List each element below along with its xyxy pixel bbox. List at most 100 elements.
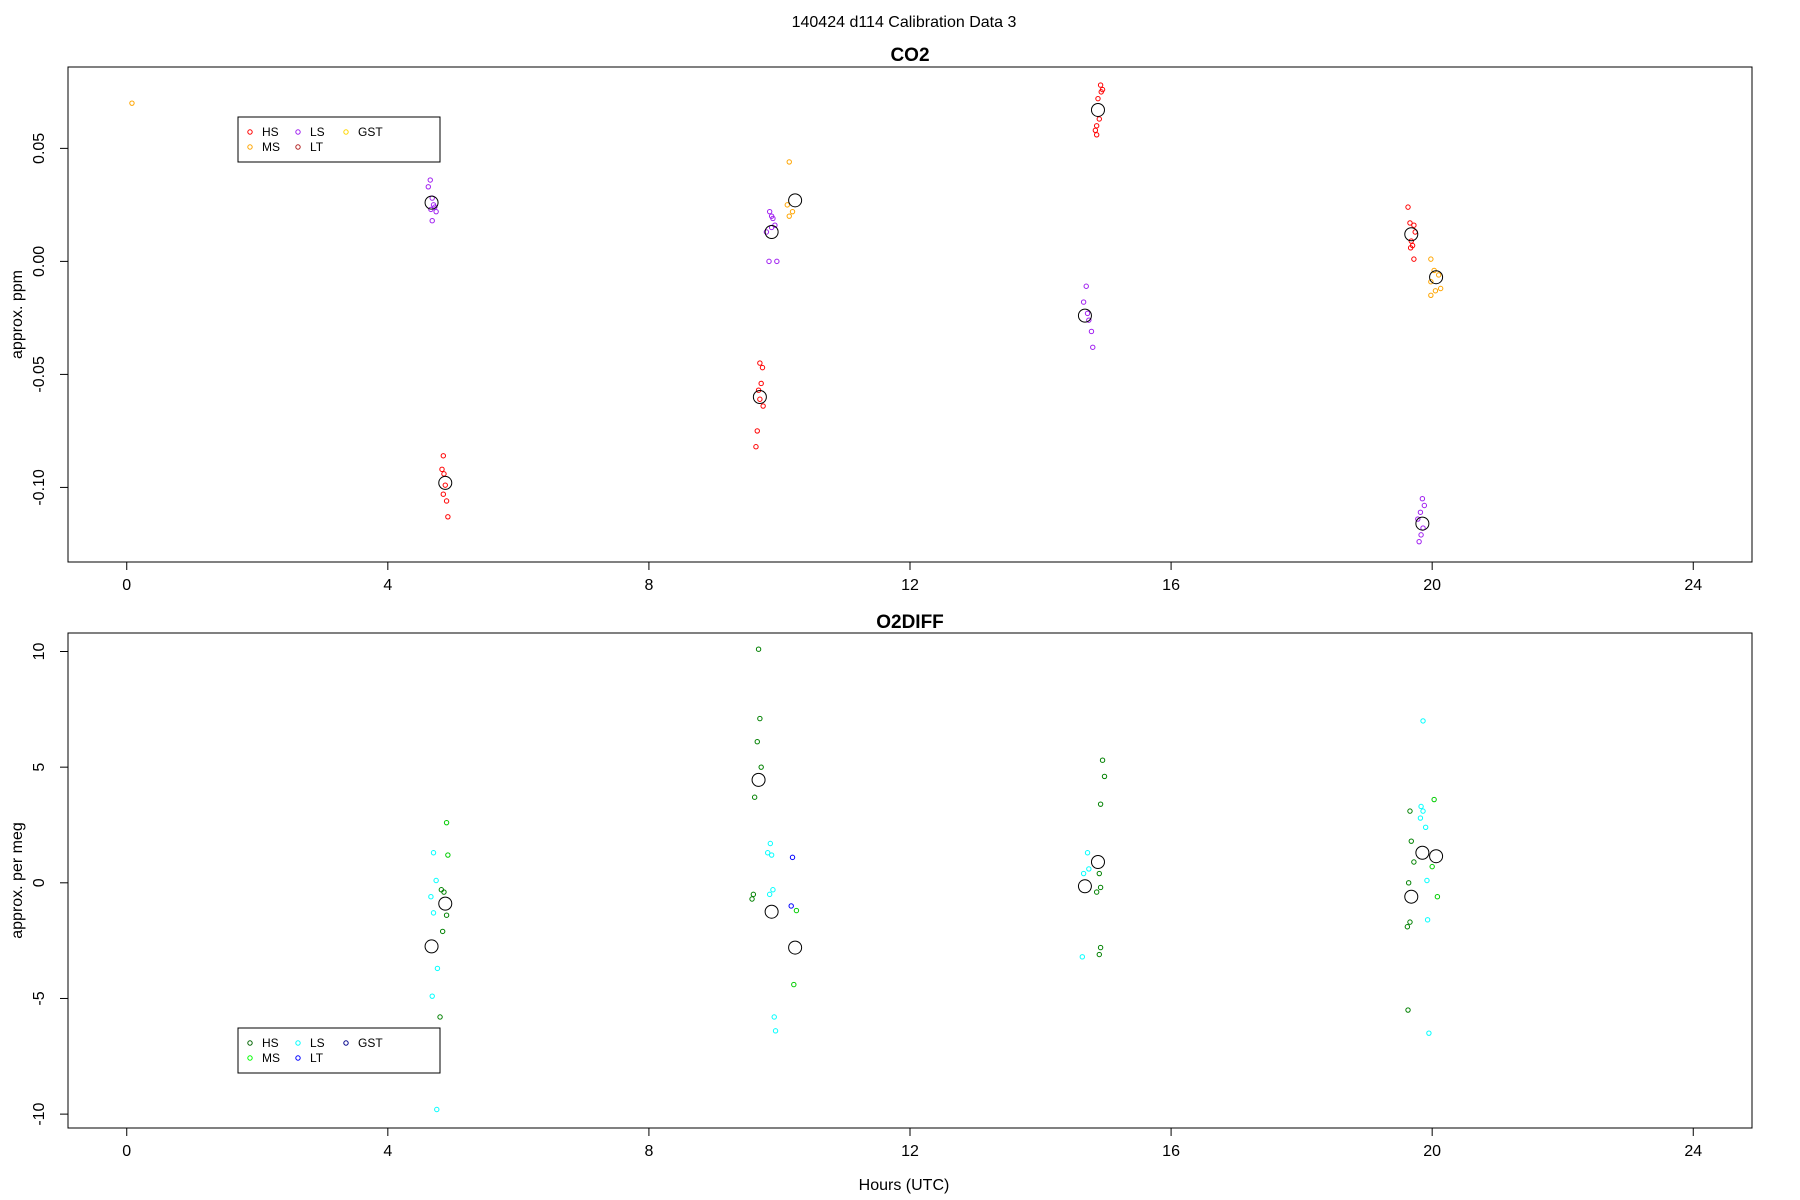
co2-point-hs: [1093, 123, 1100, 129]
o2diff-x-tick-label: 16: [1162, 1143, 1180, 1160]
o2diff-point-hs: [437, 1014, 443, 1020]
o2diff-mean-marker: [1090, 854, 1105, 869]
o2diff-legend-swatch-hs: [247, 1040, 253, 1046]
co2-point-ls: [1090, 344, 1096, 350]
o2diff-point-ls: [434, 965, 441, 972]
co2-legend-label-lt: LT: [310, 140, 324, 154]
o2diff-point-ls: [772, 1028, 779, 1034]
o2diff-legend-swatch-lt: [295, 1055, 301, 1061]
co2-point-hs: [1092, 127, 1099, 133]
o2diff-mean-marker: [788, 940, 803, 955]
o2diff-point-hs: [1099, 757, 1106, 763]
co2-point-ls: [1416, 538, 1422, 545]
o2diff-legend-label-lt: LT: [310, 1051, 324, 1065]
o2diff-point-lt: [788, 903, 794, 909]
co2-point-ms: [789, 208, 796, 215]
o2diff-mean-marker: [1415, 845, 1430, 860]
co2-point-hs: [445, 514, 451, 520]
co2-point-ls: [1418, 532, 1424, 538]
o2diff-point-ls: [767, 840, 774, 847]
o2diff-point-hs: [1404, 924, 1411, 930]
co2-point-ls: [427, 177, 433, 183]
o2diff-point-ls: [1084, 850, 1091, 856]
co2-point-ls: [766, 258, 772, 265]
o2diff-point-hs: [441, 889, 447, 895]
o2diff-point-ls: [1424, 877, 1430, 884]
co2-point-hs: [1095, 95, 1101, 102]
co2-legend-label-hs: HS: [262, 125, 279, 139]
co2-point-hs: [440, 453, 447, 459]
o2diff-point-ls: [1424, 917, 1431, 923]
o2diff-y-axis-label: approx. per meg: [9, 822, 26, 939]
o2diff-point-hs: [443, 912, 450, 918]
co2-legend-label-ls: LS: [310, 125, 325, 139]
co2-point-ms: [1432, 288, 1439, 294]
o2diff-x-tick-label: 20: [1423, 1143, 1441, 1160]
co2-point-ls: [770, 215, 776, 222]
o2diff-point-hs: [1096, 951, 1102, 958]
co2-mean-marker: [1404, 227, 1419, 242]
co2-point-ms: [1428, 279, 1434, 285]
co2-x-tick-label: 4: [383, 577, 392, 594]
o2diff-point-ls: [428, 893, 434, 900]
o2diff-point-ls: [1080, 870, 1087, 877]
o2diff-legend: [237, 1027, 441, 1074]
o2diff-point-hs: [1097, 884, 1104, 891]
o2diff-point-ls: [434, 1106, 440, 1113]
co2-x-tick-label: 24: [1684, 577, 1702, 594]
co2-mean-marker: [438, 475, 453, 490]
co2-point-hs: [1411, 222, 1417, 228]
co2-mean-marker: [752, 390, 767, 404]
co2-point-hs: [1098, 89, 1104, 95]
o2diff-point-ms: [791, 981, 797, 988]
figure-title: 140424 d114 Calibration Data 3: [792, 14, 1017, 31]
co2-mean-marker: [764, 225, 779, 239]
o2diff-point-hs: [439, 928, 446, 935]
o2diff-legend-label-gst: GST: [358, 1036, 383, 1050]
o2diff-point-hs: [1097, 944, 1104, 951]
o2diff-point-ls: [1422, 824, 1429, 830]
o2diff-mean-marker: [424, 939, 439, 954]
co2-point-ms: [1435, 272, 1442, 278]
co2-point-ls: [1086, 317, 1092, 323]
o2diff-point-ls: [429, 993, 435, 999]
o2diff-point-hs: [755, 646, 762, 652]
co2-point-ms: [786, 213, 792, 219]
o2diff-point-hs: [758, 764, 764, 770]
o2diff-legend-label-ls: LS: [310, 1036, 325, 1050]
co2-mean-marker: [1077, 308, 1092, 323]
co2-point-hs: [442, 482, 448, 488]
o2diff-point-ms: [443, 819, 450, 826]
o2diff-y-tick-label: -10: [31, 1102, 48, 1125]
x-axis-label: Hours (UTC): [859, 1177, 950, 1194]
co2-point-ms: [1428, 256, 1434, 262]
o2diff-point-hs: [751, 794, 758, 800]
o2diff-mean-marker: [1429, 849, 1444, 864]
co2-point-ms: [1428, 292, 1434, 298]
o2diff-point-hs: [1407, 808, 1413, 814]
o2diff-y-tick-label: 10: [31, 643, 48, 661]
o2diff-legend-label-ms: MS: [262, 1051, 280, 1065]
co2-point-ls: [433, 208, 439, 215]
o2diff-point-ls: [430, 910, 437, 916]
co2-legend-label-gst: GST: [358, 125, 383, 139]
o2diff-point-hs: [1405, 880, 1412, 886]
o2diff-point-hs: [1093, 889, 1100, 895]
o2diff-y-tick-label: 0: [31, 878, 48, 887]
co2-mean-marker: [788, 193, 803, 208]
o2diff-point-hs: [1096, 870, 1102, 877]
o2diff-point-ms: [445, 852, 451, 858]
o2diff-legend-swatch-ms: [247, 1055, 253, 1061]
co2-point-hs: [1097, 82, 1104, 88]
co2-point-ls: [429, 217, 435, 224]
o2diff-point-hs: [1408, 838, 1414, 844]
o2diff-legend-label-hs: HS: [262, 1036, 279, 1050]
co2-chart-title: CO2: [890, 45, 929, 66]
o2diff-point-ls: [430, 850, 437, 856]
co2-mean-marker: [1415, 516, 1430, 531]
o2diff-point-ls: [1086, 866, 1092, 872]
co2-point-hs: [1093, 132, 1100, 138]
o2diff-point-ls: [1418, 803, 1424, 810]
o2diff-point-hs: [1407, 919, 1413, 925]
